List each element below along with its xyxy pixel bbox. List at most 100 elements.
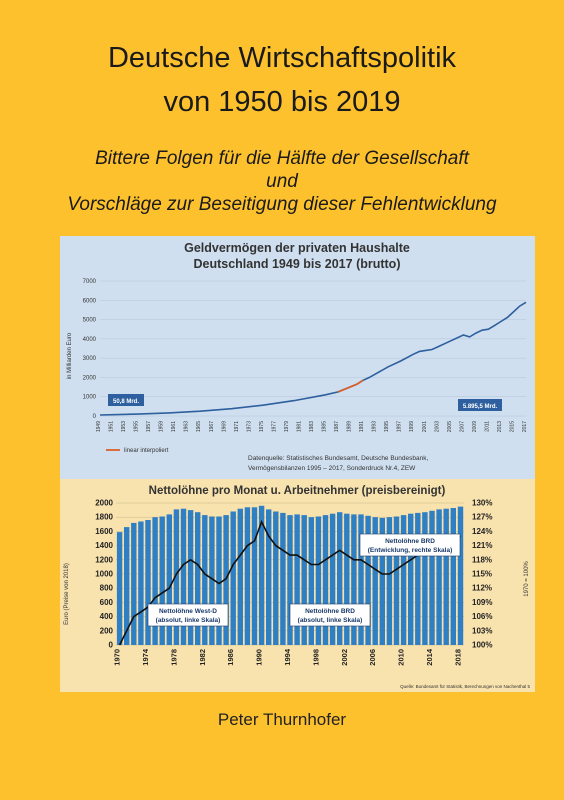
label-bars-west: Nettolöhne West-D: [159, 608, 217, 615]
y-tick-label: 0: [93, 414, 97, 420]
y-tick-label: 7000: [83, 279, 97, 285]
y-tick-label: 1000: [95, 570, 113, 579]
subtitle-line1: Bittere Folgen für die Hälfte der Gesell…: [95, 148, 469, 169]
legend-label: linear interpoliert: [124, 448, 169, 454]
x-tick-label: 1985: [322, 421, 328, 432]
wage-bar: [287, 515, 293, 645]
wage-index-line: [118, 519, 461, 646]
x-tick-label: 1981: [296, 421, 302, 432]
x-tick-label: 1961: [171, 421, 177, 432]
wage-bar: [344, 513, 350, 645]
y2-tick-label: 118%: [472, 555, 492, 564]
wage-bar: [116, 532, 123, 645]
x-tick-label: 1983: [309, 421, 315, 432]
wage-bar: [166, 514, 172, 645]
book-title-line2: von 1950 bis 2019: [163, 86, 401, 118]
label-bars-brd-box: [289, 603, 371, 627]
x-tick-label: 1975: [259, 421, 265, 432]
label-bars-brd: Nettolöhne BRD: [305, 608, 355, 615]
x-tick-label: 1957: [146, 421, 152, 432]
wage-bar: [386, 517, 393, 645]
y-tick-label: 600: [100, 598, 114, 607]
wage-bar: [322, 515, 329, 645]
wage-bar: [159, 516, 165, 645]
y-tick-label: 800: [100, 584, 114, 593]
wage-bar: [393, 516, 400, 645]
wage-bar: [400, 515, 407, 645]
wage-bar: [223, 515, 229, 645]
wage-bar: [301, 515, 307, 645]
y2-tick-label: 127%: [472, 513, 492, 522]
wage-bar: [315, 516, 322, 645]
wage-bar: [372, 517, 378, 645]
wage-bar: [124, 527, 130, 645]
wage-bar: [266, 509, 272, 645]
chart-wealth-ylabel: in Milliarden Euro: [67, 332, 73, 379]
wage-bar: [202, 515, 208, 645]
x-tick-label: 2002: [340, 649, 349, 666]
chart-wealth-panel: Geldvermögen der privaten Haushalte Deut…: [60, 236, 535, 479]
y-tick-label: 0: [109, 641, 114, 650]
wage-bar: [209, 516, 215, 645]
x-tick-label: 2007: [459, 421, 465, 432]
wage-bar: [329, 513, 336, 645]
wage-bar: [379, 517, 385, 645]
x-tick-label: 1963: [184, 421, 190, 432]
chart-wages-title: Nettolöhne pro Monat u. Arbeitnehmer (pr…: [149, 485, 446, 497]
wage-bar: [429, 510, 435, 645]
x-tick-label: 1955: [134, 421, 140, 432]
label-line-brd: Nettolöhne BRD: [385, 538, 435, 545]
wage-bar: [230, 511, 236, 645]
x-tick-label: 1995: [384, 421, 390, 432]
y2-tick-label: 106%: [472, 612, 492, 621]
wage-bar: [294, 514, 300, 645]
y2-tick-label: 121%: [472, 541, 492, 550]
y2-tick-label: 112%: [472, 584, 492, 593]
chart-wealth-source-line2: Vermögensbilanzen 1995 – 2017, Sonderdru…: [248, 465, 416, 472]
y-tick-label: 6000: [83, 298, 97, 304]
x-tick-label: 2018: [453, 649, 462, 666]
y-tick-label: 3000: [83, 356, 97, 362]
subtitle-line2: und: [266, 171, 298, 192]
x-tick-label: 1978: [169, 649, 178, 666]
y2-tick-label: 109%: [472, 598, 492, 607]
wage-bar: [365, 515, 371, 645]
chart-wealth: Geldvermögen der privaten Haushalte Deut…: [67, 241, 528, 472]
y2-tick-label: 115%: [472, 570, 492, 579]
x-tick-label: 2009: [472, 421, 478, 432]
x-tick-label: 1967: [209, 421, 215, 432]
wage-bar: [258, 505, 265, 645]
x-tick-label: 1951: [109, 421, 115, 432]
wage-bar: [415, 512, 421, 645]
annotation-end: 5.895,5 Mrd.: [463, 404, 498, 410]
wage-bar: [358, 514, 364, 645]
wage-bar: [244, 507, 251, 645]
x-tick-label: 1969: [221, 421, 227, 432]
x-tick-label: 1991: [359, 421, 365, 432]
y-tick-label: 4000: [83, 337, 97, 343]
wage-bar: [280, 512, 286, 645]
wage-bar: [443, 508, 449, 645]
x-tick-label: 1989: [347, 421, 353, 432]
chart-wages-source: Quelle: Bundesamt für Statistik, Berechn…: [400, 684, 530, 689]
y-tick-label: 1200: [95, 555, 113, 564]
wage-bar: [187, 510, 194, 645]
label-line-brd-box: [359, 533, 461, 557]
wage-bar: [450, 508, 456, 645]
wage-bar: [436, 509, 442, 645]
x-tick-label: 1999: [409, 421, 415, 432]
y2-tick-label: 124%: [472, 527, 492, 536]
wage-bar: [251, 507, 258, 645]
y-tick-label: 2000: [95, 499, 113, 508]
wage-bar: [138, 521, 144, 645]
x-tick-label: 2013: [497, 421, 503, 432]
chart-wealth-source-line1: Datenquelle: Statistisches Bundesamt, De…: [248, 455, 428, 462]
wage-bar: [145, 520, 151, 645]
chart-wages-ylabel-right: 1970 = 100%: [524, 561, 530, 597]
x-tick-label: 2003: [434, 421, 440, 432]
wage-bar: [308, 517, 314, 645]
wealth-interpolated-segment: [337, 379, 364, 393]
x-tick-label: 1979: [284, 421, 290, 432]
chart-wealth-subtitle: Deutschland 1949 bis 2017 (brutto): [193, 257, 400, 271]
x-tick-label: 1953: [121, 421, 127, 432]
